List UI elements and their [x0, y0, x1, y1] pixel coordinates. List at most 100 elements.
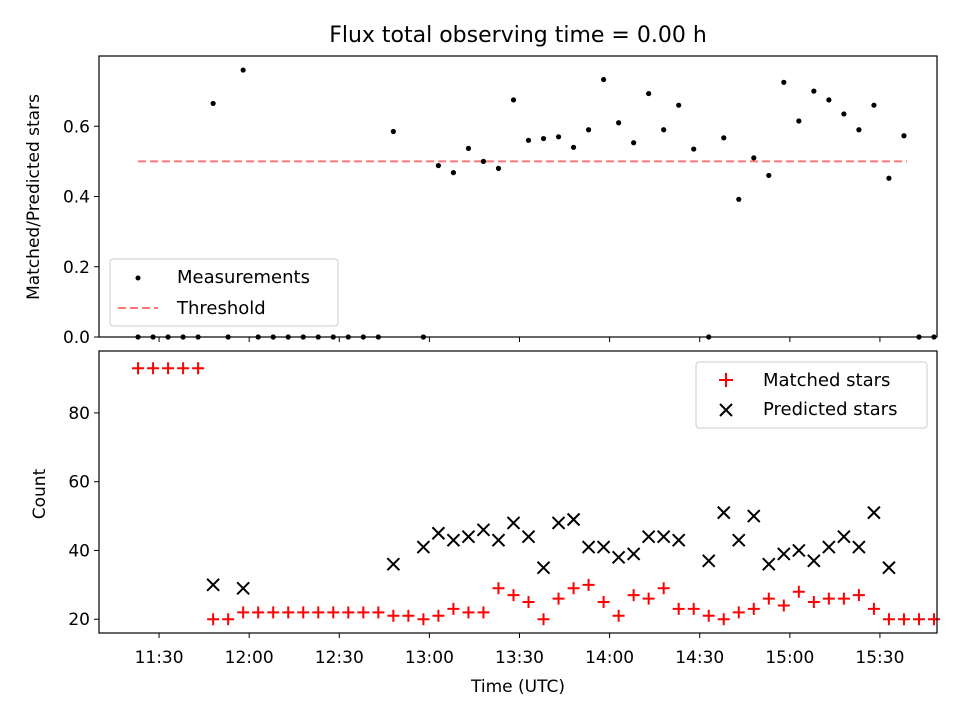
ratio-panel: Flux total observing time = 0.00 h Match… — [24, 23, 938, 348]
matched-star-point — [807, 596, 820, 609]
legend-measurements-label: Measurements — [177, 267, 310, 288]
predicted-star-point — [762, 557, 776, 571]
predicted-star-point — [717, 505, 731, 520]
matched-star-point — [267, 606, 280, 619]
predicted-star-point — [671, 533, 686, 547]
predicted-star-point — [747, 509, 761, 523]
predicted-star-point — [822, 540, 836, 554]
predicted-star-point — [446, 533, 461, 547]
matched-star-point — [612, 609, 625, 622]
matched-star-point — [342, 606, 355, 619]
predicted-star-point — [206, 578, 220, 592]
x-axis-label: Time (UTC) — [470, 677, 565, 697]
matched-star-point — [462, 606, 475, 619]
matched-star-point — [147, 362, 160, 375]
matched-star-point — [822, 592, 835, 605]
predicted-star-point — [732, 533, 746, 547]
predicted-star-point — [581, 540, 596, 554]
x-tick-label: 11:30 — [135, 648, 184, 668]
predicted-star-point — [641, 529, 656, 544]
measurement-point — [390, 128, 396, 135]
matched-star-point — [657, 582, 670, 595]
predicted-star-point — [792, 543, 806, 558]
bottom-y-tick-label: 60 — [68, 473, 90, 493]
matched-star-point — [282, 606, 295, 619]
matched-star-point — [492, 582, 505, 595]
matched-star-point — [762, 592, 775, 605]
top-y-tick-label: 0.2 — [63, 258, 90, 278]
matched-star-point — [192, 362, 205, 375]
measurement-point — [465, 145, 472, 151]
predicted-star-point — [536, 560, 551, 575]
matched-star-point — [597, 596, 610, 609]
measurement-point — [631, 140, 637, 146]
legend-matched-marker — [719, 373, 733, 387]
x-tick-label: 14:30 — [675, 648, 724, 668]
matched-star-point — [477, 606, 490, 619]
measurement-point — [435, 162, 442, 169]
measurement-point — [781, 79, 787, 85]
measurement-point — [450, 170, 457, 176]
matched-star-point — [837, 592, 850, 605]
chart-title: Flux total observing time = 0.00 h — [329, 23, 707, 48]
measurement-point — [901, 133, 907, 139]
measurement-point — [540, 135, 547, 142]
top-y-axis-label: Matched/Predicted stars — [24, 94, 44, 300]
matched-star-point — [717, 613, 730, 626]
measurement-point — [480, 158, 487, 164]
predicted-star-point — [506, 516, 521, 530]
matched-star-point — [522, 596, 535, 609]
x-tick-label: 14:00 — [585, 648, 634, 668]
x-tick-label: 13:30 — [495, 648, 544, 668]
legend-threshold-label: Threshold — [176, 298, 266, 319]
bottom-y-tick-label: 20 — [68, 610, 90, 630]
top-legend: Measurements Threshold — [109, 258, 339, 327]
predicted-star-point — [416, 540, 431, 554]
measurement-point — [495, 165, 502, 171]
top-plot-area — [135, 67, 937, 340]
legend-predicted-label: Predicted stars — [763, 399, 897, 420]
matched-star-point — [357, 606, 370, 619]
predicted-star-point — [551, 516, 566, 530]
measurement-point — [510, 97, 517, 103]
measurement-point — [240, 67, 246, 73]
top-y-ticks: 0.0 0.2 0.4 0.6 — [63, 117, 99, 348]
bottom-axes-frame — [98, 350, 938, 634]
legend-predicted-marker — [719, 403, 733, 417]
bottom-plot-area — [132, 362, 940, 626]
matched-star-point — [852, 589, 865, 602]
matched-star-point — [312, 606, 325, 619]
matched-star-point — [927, 613, 940, 626]
measurement-point — [826, 97, 832, 103]
predicted-star-point — [867, 505, 881, 520]
x-tick-label: 13:00 — [405, 648, 454, 668]
predicted-star-point — [807, 554, 821, 568]
matched-star-point — [672, 602, 685, 615]
predicted-star-point — [236, 581, 250, 596]
x-tick-label: 12:00 — [225, 648, 274, 668]
matched-star-point — [507, 589, 520, 602]
matched-star-point — [417, 613, 430, 626]
predicted-star-point — [882, 560, 896, 575]
matched-star-point — [897, 613, 910, 626]
measurement-point — [570, 144, 577, 150]
legend-measurements-marker — [135, 275, 141, 281]
top-y-tick-label: 0.6 — [63, 117, 90, 137]
bottom-y-tick-label: 40 — [68, 541, 90, 561]
measurement-point — [811, 88, 817, 94]
measurement-point — [736, 196, 742, 202]
measurement-point — [646, 90, 652, 97]
matched-star-point — [177, 362, 190, 375]
measurement-point — [691, 146, 697, 152]
matched-star-point — [582, 578, 595, 591]
measurement-point — [796, 118, 802, 124]
bottom-y-ticks: 20 40 60 80 — [68, 404, 99, 630]
matched-star-point — [387, 609, 400, 622]
predicted-star-point — [596, 540, 611, 554]
measurement-point — [841, 111, 847, 117]
matched-star-point — [552, 592, 565, 605]
measurement-point — [525, 137, 532, 143]
predicted-star-point — [521, 529, 536, 544]
top-legend-box — [109, 258, 339, 327]
top-y-tick-label: 0.0 — [63, 328, 90, 348]
